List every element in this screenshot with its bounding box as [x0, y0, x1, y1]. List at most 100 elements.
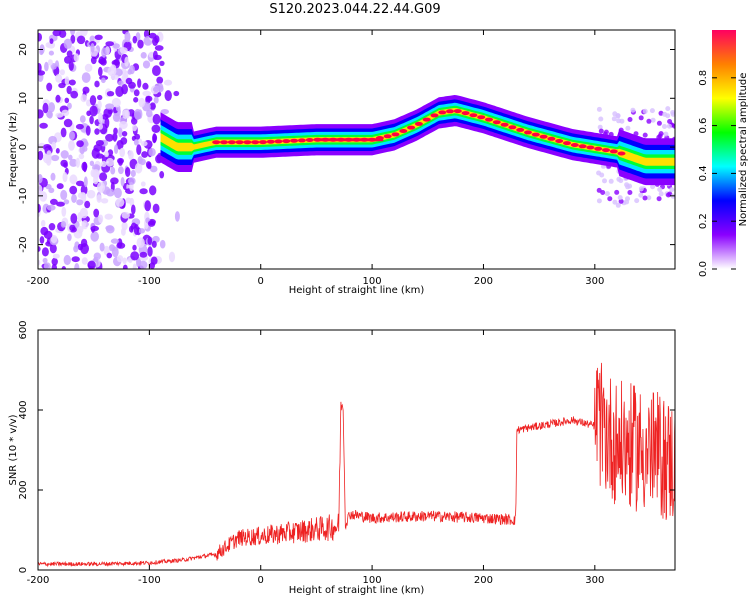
noise-cell — [68, 79, 76, 86]
noise-cell — [657, 187, 663, 192]
top-y-tick-label: 20 — [18, 43, 29, 56]
noise-cell — [81, 220, 89, 230]
noise-cell — [70, 34, 76, 44]
noise-cell — [93, 208, 100, 218]
noise-cell — [665, 106, 671, 112]
noise-cell — [148, 148, 156, 157]
ridge-peak-cell — [430, 113, 439, 118]
noise-cell — [616, 118, 622, 124]
noise-cell — [105, 157, 115, 167]
noise-cell — [70, 90, 79, 99]
noise-cell — [73, 245, 79, 253]
noise-cell — [663, 131, 669, 137]
ridge-peak-cell — [453, 109, 462, 114]
noise-cell — [638, 192, 644, 198]
noise-cell — [66, 50, 73, 58]
noise-cell — [112, 112, 121, 122]
noise-cell — [84, 63, 93, 72]
noise-cell — [69, 224, 76, 232]
noise-cell — [111, 59, 120, 66]
noise-cell — [133, 224, 140, 235]
bottom-x-tick-label: 300 — [585, 575, 604, 586]
bottom-x-tick-label: 0 — [258, 575, 264, 586]
colorbar — [712, 30, 736, 269]
noise-cell — [70, 30, 76, 36]
noise-cell — [147, 220, 156, 227]
noise-cell — [163, 79, 173, 86]
noise-cell — [69, 174, 78, 185]
noise-cell — [46, 150, 52, 160]
noise-cell — [634, 198, 640, 204]
noise-cell — [94, 34, 103, 40]
noise-cell — [154, 45, 164, 51]
top-y-tick-label: 10 — [18, 92, 29, 105]
noise-cell — [48, 223, 56, 231]
noise-cell — [79, 115, 86, 123]
top-y-tick-label: -10 — [18, 188, 29, 204]
noise-cell — [100, 198, 109, 204]
noise-cell — [153, 50, 158, 60]
noise-cell — [627, 190, 633, 195]
noise-cell — [97, 112, 103, 124]
noise-cell — [60, 127, 67, 138]
noise-cell — [627, 183, 633, 189]
noise-cell — [38, 63, 42, 73]
noise-cell — [81, 72, 91, 83]
noise-cell — [598, 128, 604, 134]
colorbar-tick-label: 0.8 — [698, 70, 709, 86]
noise-cell — [50, 198, 58, 205]
noise-cell — [142, 90, 151, 97]
bottom-x-tick-label: 200 — [474, 575, 493, 586]
noise-cell — [56, 201, 65, 207]
noise-cell — [50, 172, 56, 181]
noise-cell — [134, 108, 142, 120]
bottom-plot-frame — [37, 329, 676, 571]
ridge-peak-cell — [227, 140, 236, 145]
ridge-peak-cell — [485, 117, 493, 122]
noise-cell — [38, 246, 41, 252]
noise-cell — [132, 35, 138, 44]
noise-cell — [152, 86, 160, 93]
noise-cell — [612, 111, 618, 117]
noise-cell — [90, 231, 99, 242]
noise-cell — [38, 109, 44, 119]
noise-cell — [604, 191, 610, 197]
noise-cell — [119, 121, 128, 129]
noise-cell — [90, 225, 99, 232]
noise-cell — [80, 94, 88, 103]
noise-cell — [625, 125, 631, 131]
noise-cell — [174, 211, 180, 222]
noise-cell — [152, 133, 157, 144]
noise-cell — [120, 137, 128, 145]
noise-cell — [69, 131, 75, 141]
noise-cell — [77, 225, 84, 234]
noise-cell — [129, 64, 135, 75]
noise-cell — [87, 260, 96, 269]
chart-title: S120.2023.044.22.44.G09 — [269, 2, 441, 17]
noise-cell — [119, 47, 128, 54]
noise-cell — [76, 140, 84, 148]
ridge-peak-cell — [297, 138, 306, 143]
noise-cell — [123, 70, 129, 79]
noise-cell — [106, 91, 115, 97]
noise-cell — [124, 31, 131, 43]
ridge-peak-cell — [492, 120, 501, 125]
top-x-axis-label: Height of straight line (km) — [289, 285, 425, 296]
noise-cell — [614, 189, 620, 195]
bottom-y-tick-label: 400 — [18, 400, 29, 419]
noise-cell — [118, 166, 124, 175]
noise-cell — [608, 178, 614, 184]
noise-cell — [148, 32, 157, 39]
noise-cell — [83, 176, 88, 188]
top-y-tick-label: 0 — [18, 144, 29, 150]
noise-cell — [38, 174, 43, 184]
noise-cell — [139, 188, 148, 195]
noise-cell — [105, 188, 115, 197]
noise-cell — [49, 243, 57, 254]
bottom-y-axis-label: SNR (10 * v/v) — [8, 414, 19, 485]
noise-cell — [611, 116, 617, 122]
noise-cell — [615, 202, 621, 208]
noise-cell — [119, 147, 126, 158]
noise-cell — [47, 59, 53, 66]
